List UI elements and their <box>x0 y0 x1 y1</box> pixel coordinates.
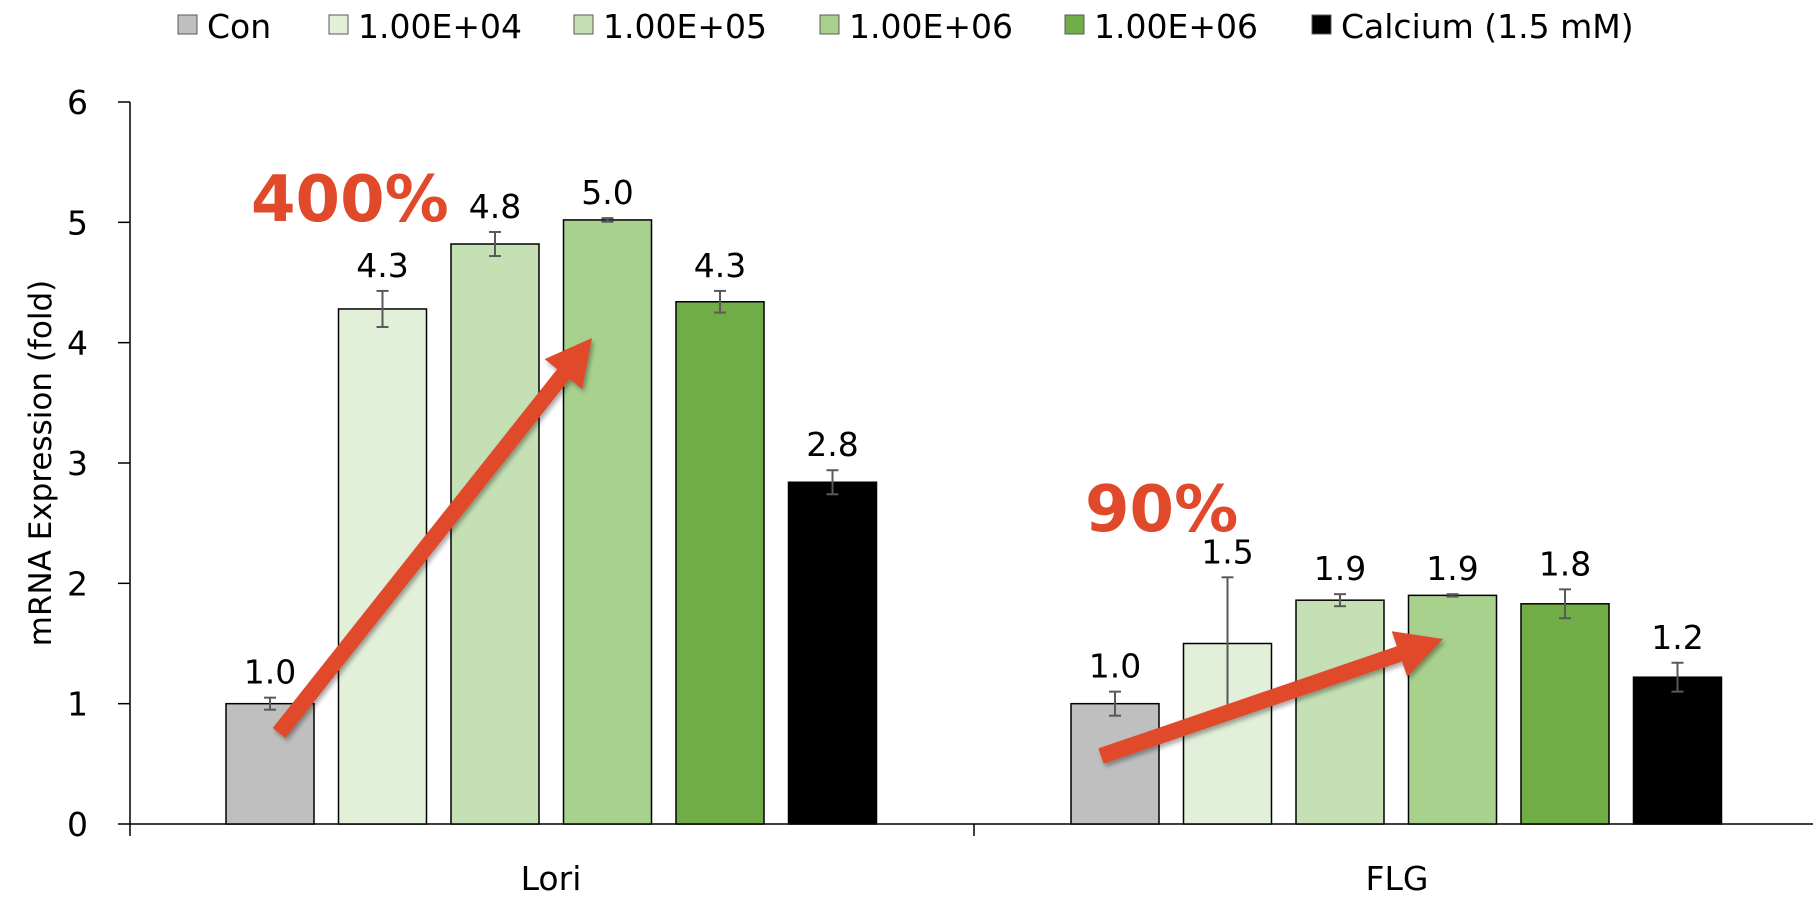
y-tick-label: 0 <box>67 805 88 844</box>
trend-arrow <box>1098 631 1443 764</box>
legend-label: Calcium (1.5 mM) <box>1341 7 1634 46</box>
data-label: 4.3 <box>694 246 746 285</box>
bar <box>450 243 540 825</box>
data-label: 1.9 <box>1314 549 1366 588</box>
percent-annotation: 400% <box>251 163 449 237</box>
bar <box>1520 603 1610 825</box>
y-tick-label: 4 <box>67 324 88 363</box>
legend-swatch <box>819 14 840 35</box>
x-category-label: FLG <box>1366 859 1429 898</box>
legend-label: 1.00E+05 <box>603 7 767 46</box>
data-label: 5.0 <box>581 173 633 212</box>
legend-swatch <box>573 14 594 35</box>
bar <box>1295 599 1385 825</box>
bar <box>1632 676 1723 825</box>
y-tick-label: 3 <box>67 444 88 483</box>
y-tick-label: 6 <box>67 83 88 122</box>
data-label: 4.8 <box>469 187 521 226</box>
y-tick-label: 2 <box>67 564 88 603</box>
data-label: 4.3 <box>356 246 408 285</box>
legend: Con 1.00E+04 1.00E+05 1.00E+06 1.00E+06 Calci… <box>177 7 1634 46</box>
percent-annotation: 90% <box>1085 473 1238 547</box>
x-axis: Lori FLG <box>129 823 1813 898</box>
legend-label: 1.00E+06 <box>849 7 1013 46</box>
data-label: 1.8 <box>1539 544 1591 583</box>
x-category-label: Lori <box>521 859 582 898</box>
bars: 1.0 4.3 4.8 5.0 4.3 2.8 1.0 1.5 1.9 1.9 1.8 1.2 <box>225 173 1723 825</box>
bar <box>562 219 653 825</box>
bar <box>1070 702 1160 825</box>
legend-swatch <box>177 14 198 35</box>
data-label: 1.0 <box>1089 647 1141 686</box>
bar <box>675 301 765 825</box>
legend-swatch <box>328 14 349 35</box>
data-label: 1.9 <box>1426 549 1478 588</box>
y-tick-label: 1 <box>67 685 88 724</box>
data-label: 1.5 <box>1201 532 1253 571</box>
data-label: 2.8 <box>806 425 858 464</box>
bar <box>1407 594 1498 825</box>
y-tick-label: 5 <box>67 203 88 242</box>
trend-arrow <box>272 338 592 738</box>
legend-label: Con <box>207 7 271 46</box>
trend-arrows <box>272 338 1443 764</box>
legend-swatch <box>1311 14 1332 35</box>
annotations: 400% 90% <box>251 163 1238 547</box>
legend-swatch <box>1064 14 1085 35</box>
data-label: 1.0 <box>244 653 296 692</box>
data-label: 1.2 <box>1651 618 1703 657</box>
bar <box>787 481 878 825</box>
bar <box>225 702 315 825</box>
legend-label: 1.00E+04 <box>358 7 522 46</box>
y-axis-label: mRNA Expression (fold) <box>23 280 59 646</box>
legend-label: 1.00E+06 <box>1094 7 1258 46</box>
